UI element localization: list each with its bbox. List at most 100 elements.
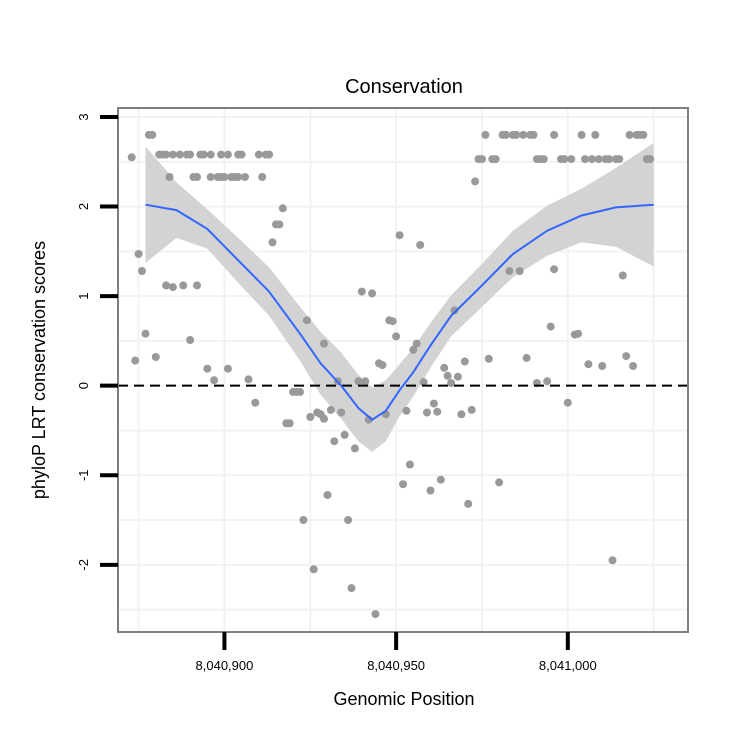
data-point [165, 173, 174, 181]
data-point [519, 130, 528, 139]
data-point [412, 339, 421, 348]
data-point [186, 336, 195, 344]
data-point [344, 516, 353, 524]
data-point [296, 387, 304, 396]
data-point [409, 345, 418, 354]
data-point [285, 419, 294, 428]
data-point [131, 356, 140, 365]
y-tick-label: 1 [76, 292, 91, 299]
data-point [478, 155, 486, 164]
data-points [127, 130, 655, 619]
data-point [550, 265, 559, 274]
data-point [217, 150, 225, 159]
data-point [443, 371, 452, 380]
data-point [405, 460, 414, 469]
y-tick-label: 2 [76, 203, 91, 210]
data-point [223, 150, 232, 159]
data-point [440, 363, 449, 372]
data-point [450, 306, 459, 315]
y-tick-label: -2 [76, 559, 91, 571]
data-point [608, 556, 617, 565]
y-axis-label: phyloP LRT conservation scores [29, 241, 49, 499]
data-point [426, 486, 435, 495]
data-point [436, 475, 445, 484]
data-point [515, 267, 524, 275]
x-axis-label: Genomic Position [333, 689, 474, 709]
data-point [168, 150, 177, 159]
data-point [251, 398, 260, 407]
data-point [453, 372, 462, 381]
data-point [581, 155, 589, 164]
data-point [357, 287, 366, 296]
data-point [460, 357, 469, 366]
panel-border [117, 107, 689, 633]
smooth-trend-line [145, 203, 654, 421]
data-point [447, 379, 456, 387]
data-point [560, 155, 569, 164]
data-point [543, 377, 552, 386]
data-point [584, 360, 593, 369]
data-point [186, 150, 195, 159]
data-point [223, 364, 232, 373]
x-axis-ticks: 8,040,900 8,040,950 8,041,000 [196, 632, 597, 673]
data-point [320, 339, 328, 348]
data-point [502, 130, 510, 139]
data-point [141, 329, 150, 338]
data-point [629, 362, 638, 370]
data-point [646, 155, 655, 164]
data-point [481, 130, 490, 139]
data-point [567, 155, 576, 164]
y-tick-label: 3 [76, 113, 91, 120]
data-point [179, 281, 188, 290]
data-point [326, 405, 335, 414]
data-point [598, 362, 607, 370]
data-point [618, 271, 627, 280]
data-point [563, 398, 572, 407]
data-point [512, 130, 521, 139]
data-point [347, 584, 356, 593]
data-point [457, 410, 466, 419]
data-point [241, 173, 249, 181]
data-point [433, 407, 442, 416]
data-point [148, 130, 157, 139]
data-point [193, 281, 201, 290]
data-point [471, 177, 480, 186]
data-point [464, 499, 473, 508]
data-point [309, 565, 318, 574]
data-point [237, 150, 246, 159]
y-tick-label: -1 [76, 469, 91, 481]
data-point [505, 267, 514, 275]
y-axis-ticks: -2 -1 0 1 2 3 [76, 113, 118, 571]
data-point [302, 316, 311, 325]
data-point [467, 405, 476, 414]
data-point [258, 173, 267, 181]
data-point [605, 155, 613, 164]
data-point [423, 408, 431, 417]
data-point [127, 153, 136, 162]
x-tick-label: 8,041,000 [539, 658, 597, 673]
data-point [199, 150, 208, 159]
data-point [168, 283, 177, 292]
data-point [522, 353, 531, 362]
data-point [210, 376, 219, 385]
data-point [429, 399, 438, 408]
data-point [354, 377, 363, 386]
data-point [491, 155, 500, 164]
data-point [416, 241, 425, 249]
data-point [361, 377, 370, 386]
data-point [388, 317, 397, 326]
data-point [275, 220, 284, 229]
data-point [550, 130, 559, 139]
data-point [340, 430, 349, 439]
x-tick-label: 8,040,900 [196, 658, 254, 673]
data-point [206, 150, 215, 159]
data-point [220, 173, 229, 181]
data-point [529, 130, 538, 139]
data-point [495, 478, 504, 487]
data-point [539, 155, 548, 164]
data-point [395, 231, 404, 240]
data-point [591, 130, 600, 139]
data-point [134, 250, 143, 258]
data-point [574, 329, 583, 338]
data-point [323, 491, 332, 499]
